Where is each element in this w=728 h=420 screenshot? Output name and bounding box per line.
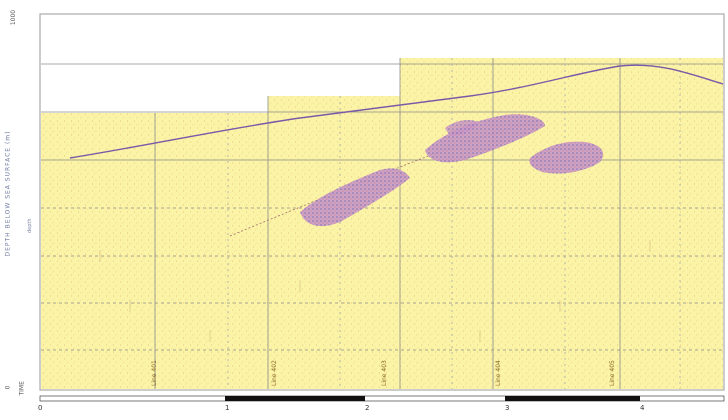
x-tick-3: 3 [505,404,510,412]
seafloor-reflector [69,64,724,159]
vertical-gridlines [154,58,681,389]
section-labels: Line 401 Line 402 Line 403 Line 404 Line… [151,360,616,386]
noise-streaks [99,240,651,342]
anomaly-small [445,120,478,136]
amplitude-anomalies [300,114,604,227]
distance-scale-bar [39,395,725,402]
anomaly-middle [425,114,545,163]
section-label-1: Line 401 [151,360,158,386]
y-axis-subtitle: depth [27,218,33,233]
x-tick-0: 0 [38,404,43,412]
seismic-data-area [41,58,723,389]
anomaly-right [529,141,604,174]
water-column [41,58,723,160]
time-label: TIME [18,381,26,396]
section-label-3: Line 403 [381,360,388,386]
section-label-2: Line 402 [271,360,278,386]
x-tick-4: 4 [640,404,645,412]
x-tick-1: 1 [225,404,230,412]
y-tick-bottom: 0 [4,385,12,390]
anomaly-lower [300,168,410,227]
section-label-5: Line 405 [609,360,616,386]
y-tick-top: 1000 [10,9,18,26]
y-axis-title: DEPTH BELOW SEA SURFACE (m) [4,130,12,257]
section-label-4: Line 404 [495,360,502,386]
x-tick-2: 2 [365,404,370,412]
